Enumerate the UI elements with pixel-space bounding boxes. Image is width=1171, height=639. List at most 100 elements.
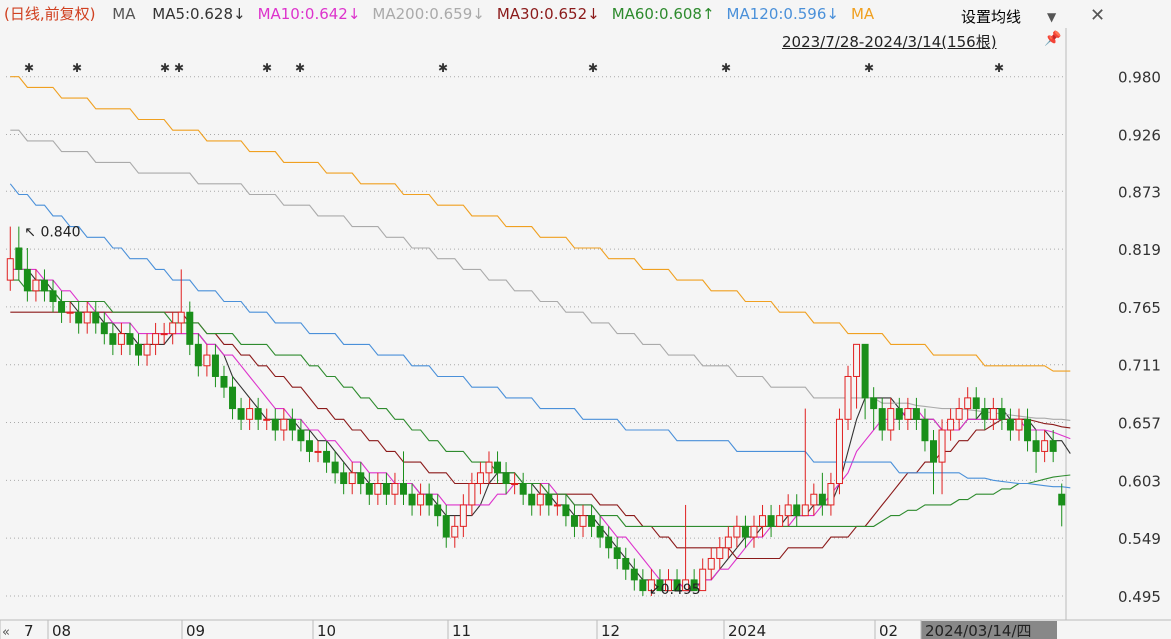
candle-body	[511, 483, 519, 486]
candle-body	[382, 483, 390, 495]
scroll-left-icon: «	[2, 625, 10, 639]
candle-body	[117, 333, 125, 345]
legend-item[interactable]: MA10:0.642↓	[257, 5, 361, 23]
candle-body	[596, 525, 604, 538]
candle-body	[451, 525, 459, 538]
legend-item[interactable]: MA30:0.652↓	[496, 5, 600, 23]
event-marker-icon: ✱	[295, 61, 305, 75]
candle-body	[964, 397, 972, 410]
candle-body	[400, 483, 407, 495]
legend-items: MA5:0.628↓ MA10:0.642↓ MA200:0.659↓ MA30:0.…	[152, 5, 886, 23]
candle-body	[588, 515, 596, 527]
event-marker-icon: ✱	[864, 61, 874, 75]
ma-lines	[9, 76, 1071, 592]
legend-item[interactable]: MA	[850, 5, 875, 23]
y-tick-label: 0.711	[1118, 357, 1161, 375]
candle-body	[767, 515, 775, 527]
candle-body	[844, 375, 852, 420]
candle-body	[1015, 418, 1023, 431]
pin-icon[interactable]: 📌	[1044, 31, 1062, 47]
ma-line-ma5	[10, 268, 1071, 592]
candle-body	[784, 504, 792, 517]
candle-body	[622, 557, 630, 570]
candle-body	[930, 440, 937, 463]
candle-body	[297, 429, 305, 442]
candle-body	[186, 311, 194, 345]
candle-body	[1006, 418, 1014, 431]
legend-item[interactable]: MA200:0.659↓	[372, 5, 485, 23]
ma-legend: (日线,前复权) MA MA5:0.628↓ MA10:0.642↓ MA200:0…	[4, 2, 954, 26]
candle-body	[374, 483, 382, 495]
candle-body	[365, 483, 373, 495]
candle-body	[759, 515, 767, 527]
candle-body	[665, 579, 672, 592]
ma-line-ma200	[10, 129, 1071, 421]
candle-body	[331, 461, 339, 474]
candle-body	[690, 579, 698, 592]
annotations: ↖ 0.840 ↙0.495 ✱ ✱ ✱ ✱ ✱ ✱ ✱ ✱ ✱ ✱ ✱	[24, 61, 1004, 598]
candles	[6, 226, 1066, 596]
ma-line-ma10	[10, 268, 1071, 592]
candle-body	[870, 397, 878, 410]
candle-body	[955, 408, 963, 420]
date-range-label[interactable]: 2023/7/28-2024/3/14(156根)	[782, 33, 997, 51]
ma-line-ma120	[9, 183, 1071, 489]
event-marker-icon: ✱	[262, 61, 272, 75]
candle-body	[861, 343, 869, 399]
candle-body	[502, 472, 510, 485]
candle-body	[434, 504, 442, 517]
legend-ma-label[interactable]: MA	[112, 5, 136, 23]
candle-body	[921, 418, 929, 442]
candle-body	[425, 493, 433, 506]
candle-body	[143, 343, 151, 356]
candle-body	[981, 408, 989, 420]
candle-body	[58, 301, 66, 313]
candle-body	[639, 579, 647, 592]
candle-body	[314, 450, 322, 453]
candle-body	[741, 525, 749, 538]
candle-body	[947, 418, 955, 431]
candle-body	[801, 504, 809, 517]
settings-ma-button[interactable]: 设置均线	[961, 8, 1022, 26]
candle-body	[348, 472, 356, 485]
candle-body	[1032, 440, 1040, 452]
candle-body	[468, 483, 476, 506]
candle-body	[536, 493, 544, 506]
candle-body	[724, 536, 732, 549]
event-marker-icon: ✱	[721, 61, 731, 75]
x-tick-label: 09	[186, 622, 205, 639]
ma-line-ma250	[10, 76, 1071, 372]
candle-body	[263, 418, 271, 421]
candle-body	[288, 418, 296, 431]
close-icon[interactable]: ✕	[1090, 5, 1106, 26]
dropdown-caret-icon[interactable]: ▼	[1047, 10, 1057, 24]
low-annotation: ↙0.495	[649, 582, 701, 598]
y-tick-label: 0.765	[1118, 299, 1161, 317]
legend-item[interactable]: MA60:0.608↑	[611, 5, 715, 23]
candle-body	[442, 515, 450, 538]
candle-body	[357, 472, 365, 485]
candle-body	[562, 504, 570, 517]
legend-item[interactable]: MA120:0.596↓	[726, 5, 839, 23]
x-tick-label: 2024	[728, 622, 766, 639]
candle-body	[237, 408, 245, 420]
candle-body	[92, 311, 100, 324]
high-annotation: ↖ 0.840	[24, 225, 80, 241]
candle-body	[194, 343, 202, 367]
candle-body	[246, 408, 254, 420]
candle-body	[605, 536, 613, 549]
candle-body	[545, 493, 553, 506]
candle-body	[1024, 418, 1032, 442]
candle-body	[323, 450, 331, 463]
y-tick-label: 0.926	[1118, 127, 1161, 145]
x-tick-label: 12	[601, 622, 620, 639]
candle-body	[220, 375, 228, 388]
candle-body	[169, 322, 177, 335]
candle-body	[938, 429, 946, 463]
candle-body	[887, 408, 895, 431]
candle-body	[553, 504, 561, 507]
legend-item[interactable]: MA5:0.628↓	[152, 5, 246, 23]
candle-body	[83, 311, 91, 324]
